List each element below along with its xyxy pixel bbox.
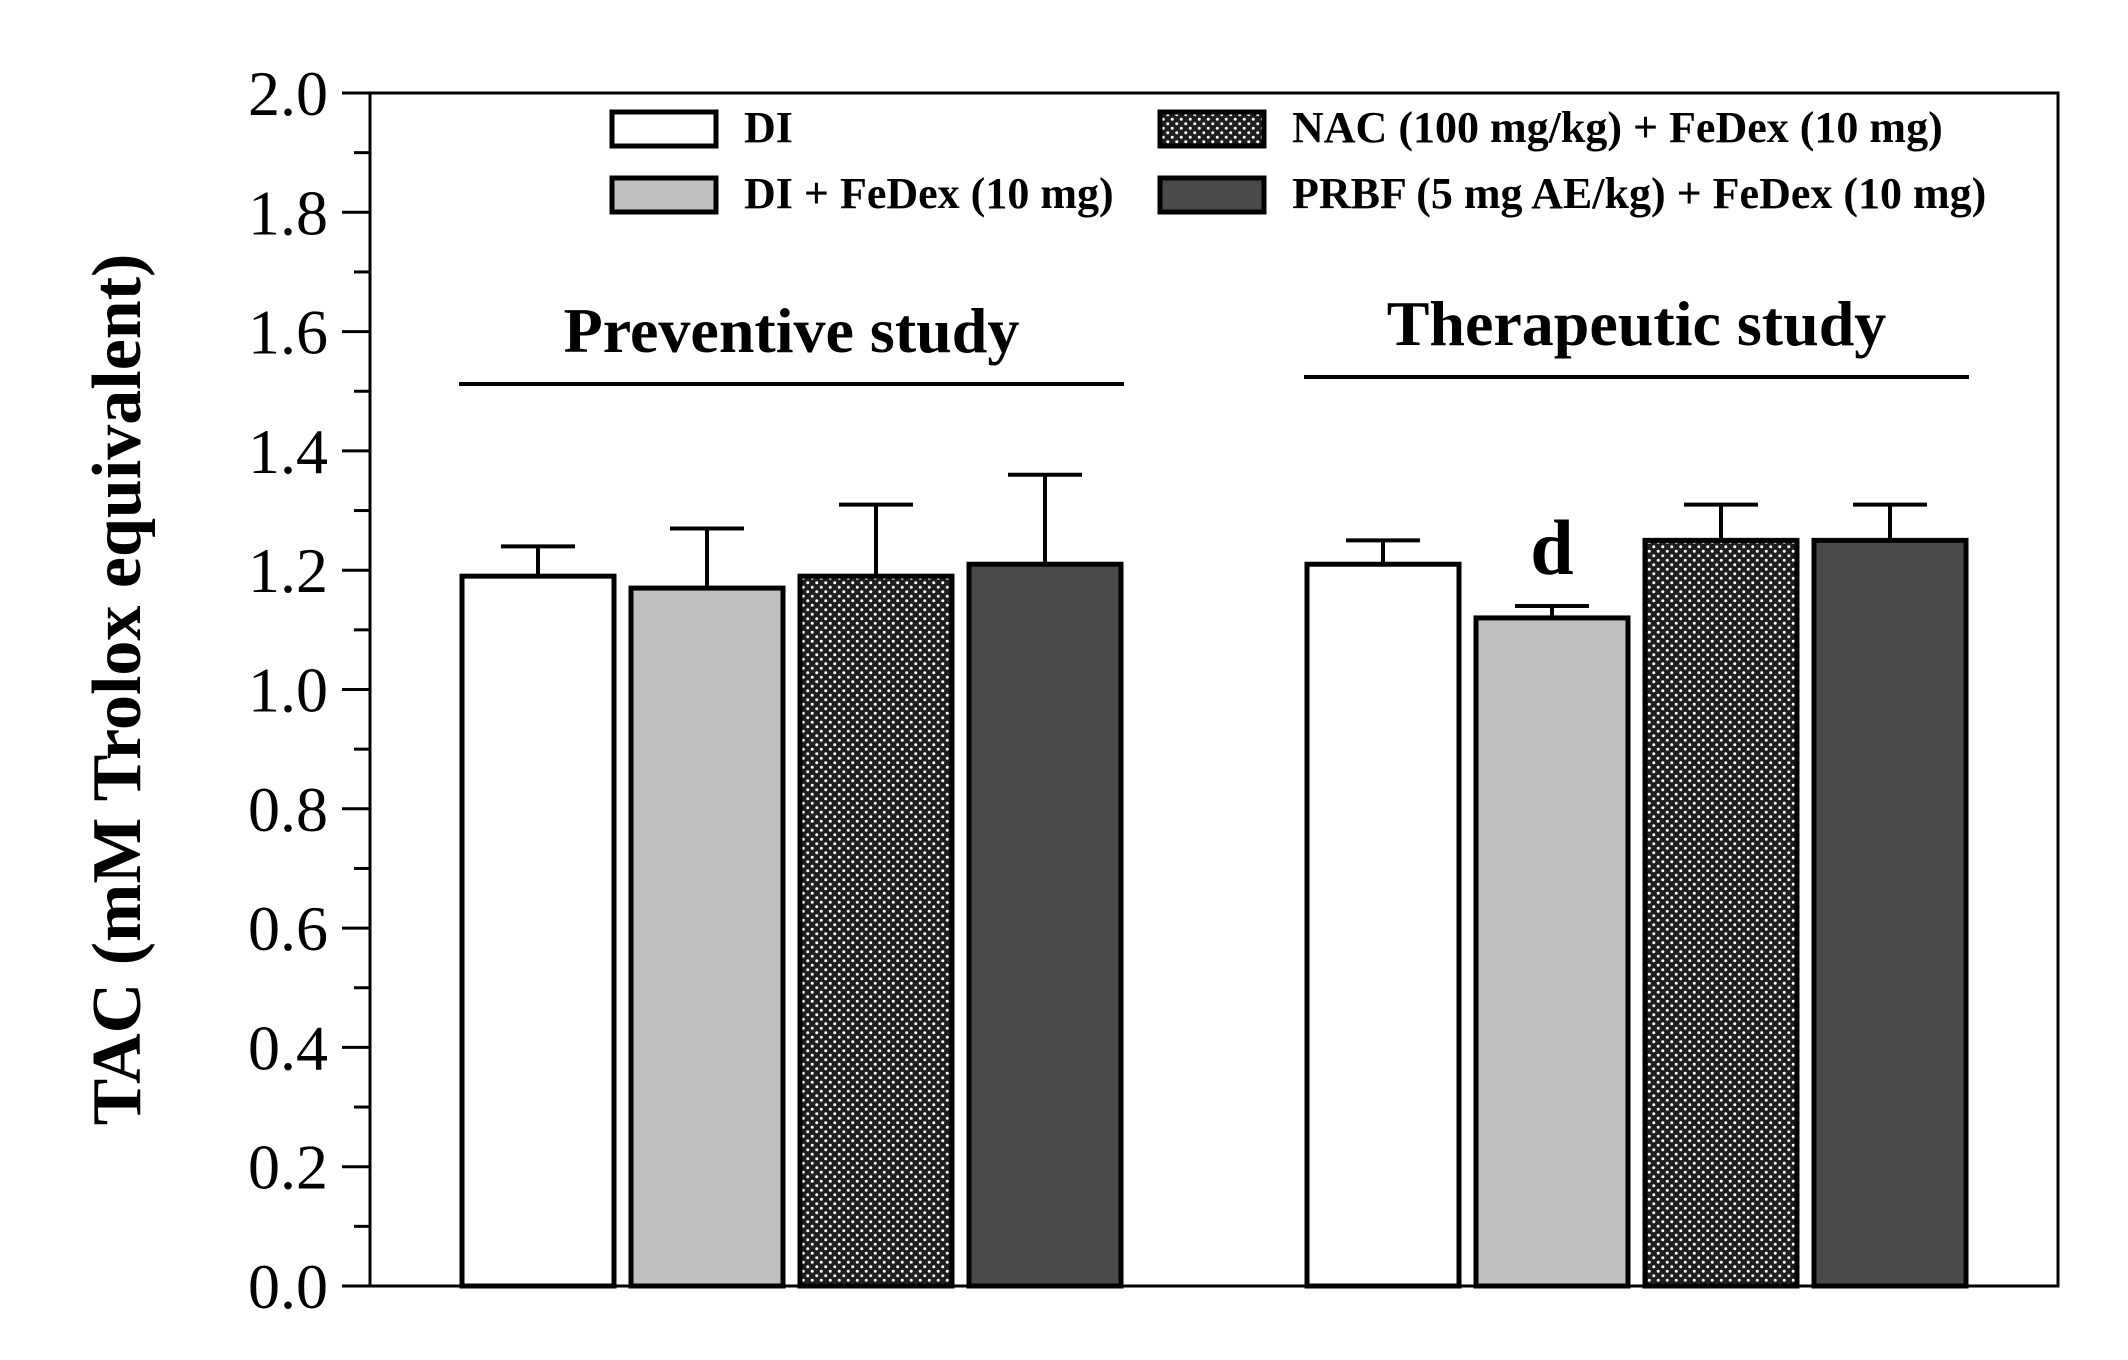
- legend-label-series-1: DI: [744, 103, 793, 152]
- legend-label-series-2: DI + FeDex (10 mg): [744, 169, 1114, 218]
- bar-preventive-series-3: [797, 573, 955, 1289]
- y-tick-label: 0.0: [248, 1251, 328, 1322]
- bar-therapeutic-series-3: [1642, 537, 1800, 1289]
- legend-swatch-series-1: [609, 109, 719, 149]
- y-tick-label: 0.8: [248, 774, 328, 845]
- plot-frame: [368, 91, 2060, 1288]
- group-label-preventive: Preventive study: [564, 295, 1020, 366]
- group-label-therapeutic: Therapeutic study: [1387, 288, 1887, 359]
- legend-swatch-series-4: [1157, 175, 1267, 215]
- y-tick-label: 0.2: [248, 1132, 328, 1203]
- y-axis-label: TAC (mM Trolox equivalent): [79, 254, 156, 1126]
- bar-preventive-series-2: [628, 585, 786, 1289]
- bar-preventive-series-4: [966, 561, 1124, 1289]
- y-tick-label: 0.6: [248, 893, 328, 964]
- y-tick-label: 1.0: [248, 655, 328, 726]
- bar-therapeutic-series-4: [1811, 537, 1969, 1289]
- y-tick-label: 1.6: [248, 297, 328, 368]
- legend-label-series-3: NAC (100 mg/kg) + FeDex (10 mg): [1292, 103, 1943, 152]
- y-tick-label: 2.0: [248, 58, 328, 129]
- legend-swatch-series-2: [609, 175, 719, 215]
- significance-annotation: d: [1530, 504, 1573, 591]
- legend-label-series-4: PRBF (5 mg AE/kg) + FeDex (10 mg): [1292, 169, 1986, 218]
- legend-swatch-series-3: [1157, 109, 1267, 149]
- y-tick-label: 1.4: [248, 416, 328, 487]
- bar-therapeutic-series-2: [1473, 615, 1631, 1289]
- y-tick-label: 0.4: [248, 1012, 328, 1083]
- bar-preventive-series-1: [459, 573, 617, 1289]
- y-tick-label: 1.2: [248, 535, 328, 606]
- y-tick-label: 1.8: [248, 177, 328, 248]
- bar-therapeutic-series-1: [1304, 561, 1462, 1289]
